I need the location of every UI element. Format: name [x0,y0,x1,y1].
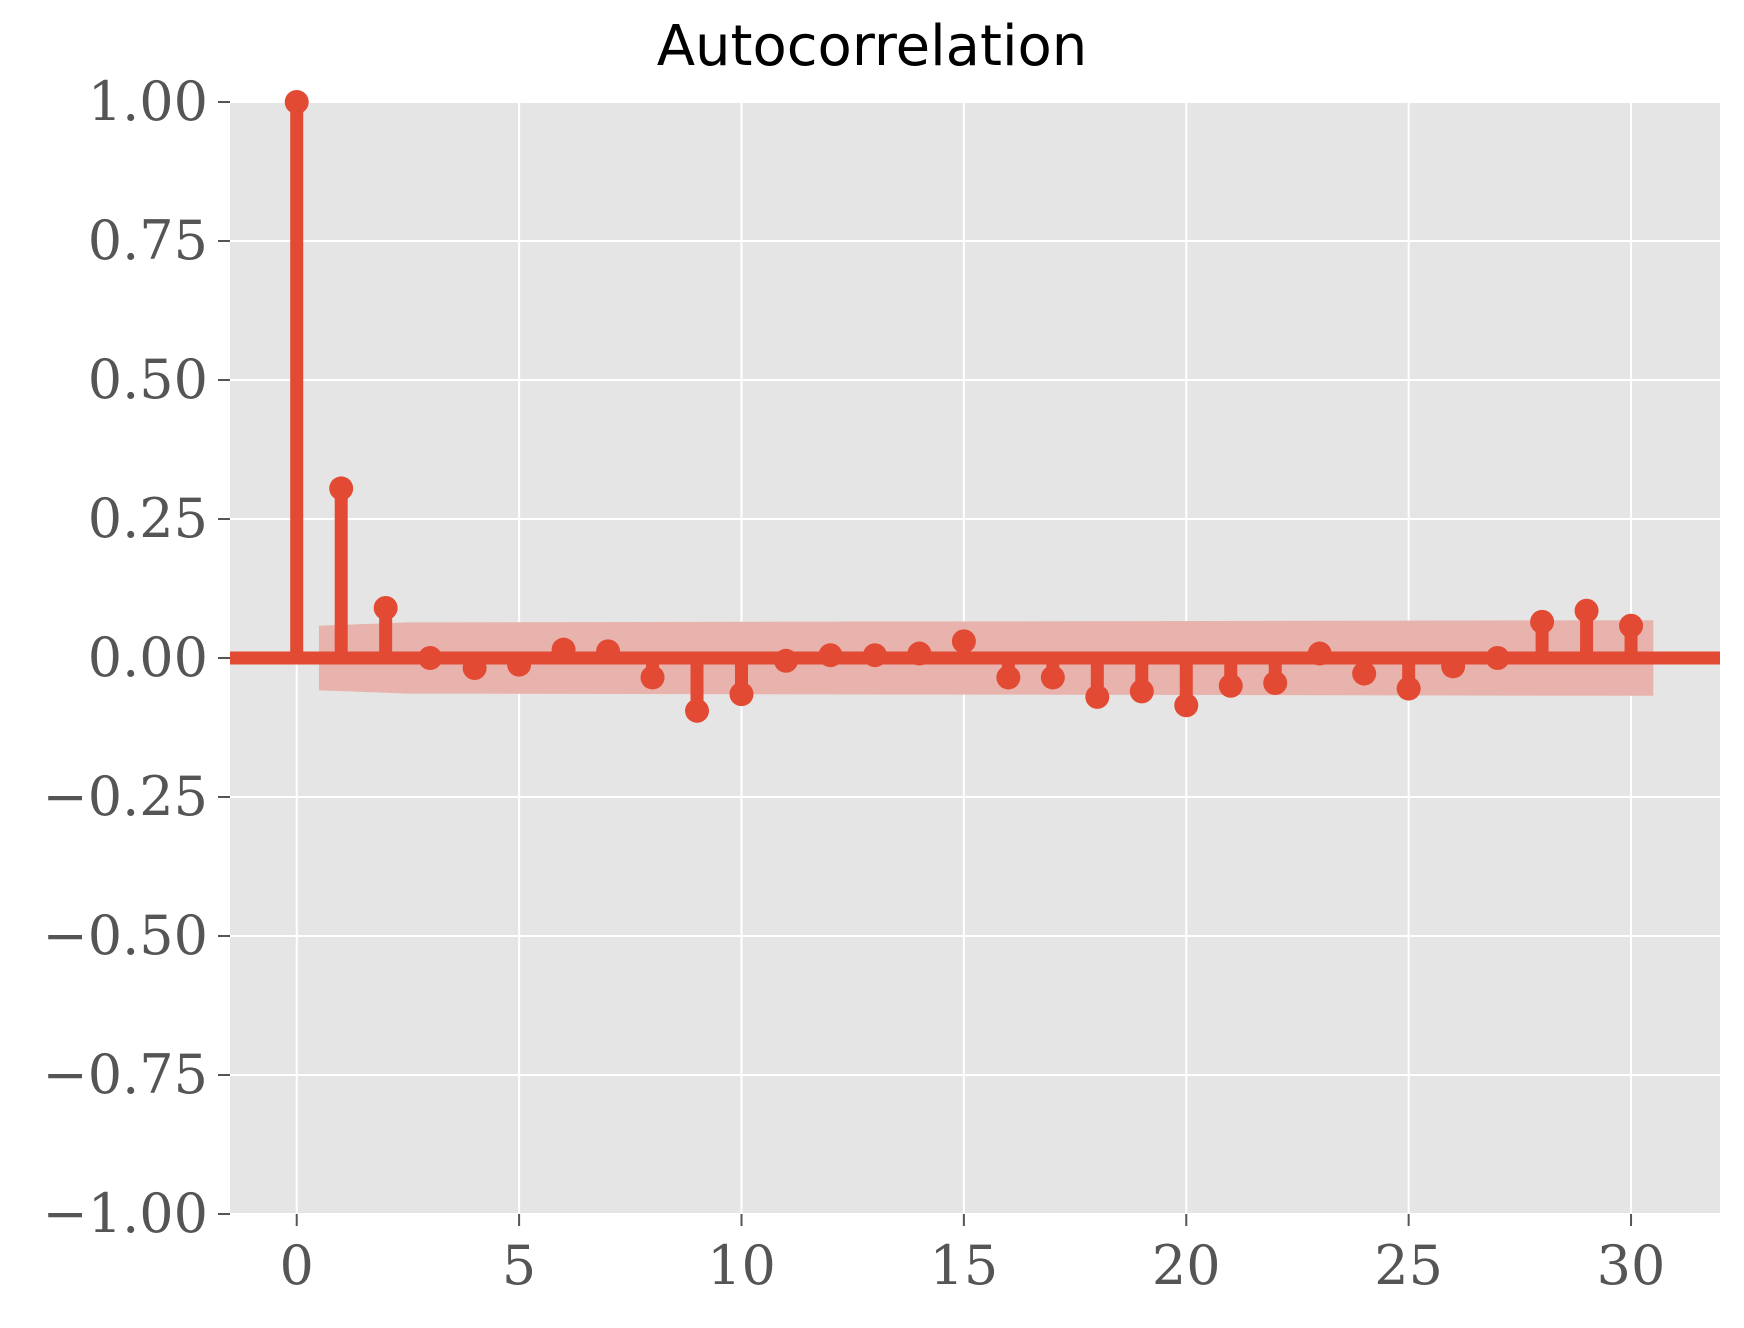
stem-marker [773,648,798,673]
stem-marker [1530,609,1555,634]
stem-marker [1307,641,1332,666]
x-tick-label: 0 [280,1234,314,1297]
x-tick-label: 15 [930,1234,999,1297]
stem-marker [462,656,487,681]
stem-marker [373,595,398,620]
x-tick-label: 20 [1152,1234,1221,1297]
stem-marker [1574,598,1599,623]
stem-marker [1085,684,1110,709]
stem-marker [1396,676,1421,701]
stem-marker [951,629,976,654]
y-tick-label: −0.75 [43,1043,208,1106]
stem-marker [996,665,1021,690]
stem-marker [1352,661,1377,686]
x-tick-label: 25 [1374,1234,1443,1297]
stem-marker [1263,671,1288,696]
stem-marker [1441,654,1466,679]
stem-marker [596,639,621,664]
stem-marker [418,646,443,670]
x-tick-label: 30 [1597,1234,1666,1297]
axes: 1.00 0.75 0.50 0.25 0.00 −0.25 −0.50 −0.75 −1.00… [43,70,1666,1297]
stem-marker [640,665,665,690]
stem-marker [907,641,932,666]
y-tick-label: −1.00 [43,1182,208,1245]
x-tick-label: 10 [707,1234,776,1297]
stem-marker [284,90,309,114]
stem-marker [729,682,754,707]
x-tick-label: 5 [502,1234,536,1297]
y-tick-label: 0.50 [88,348,208,411]
stem-marker [507,652,532,677]
stem-marker [1619,613,1644,638]
stem-marker [1218,673,1243,698]
stem-marker [818,643,843,668]
y-tick-label: 0.00 [88,626,208,689]
chart-title: Autocorrelation [656,14,1088,79]
stems [230,90,1720,723]
stem-marker [685,698,710,723]
y-tick-label: 0.75 [88,209,208,272]
stem-marker [551,637,576,662]
y-tick-label: 1.00 [88,70,208,133]
stem-marker [1129,679,1154,704]
stem-marker [1485,646,1510,670]
y-tick-label: −0.50 [43,904,208,967]
y-tick-label: −0.25 [43,765,208,828]
stem-marker [329,476,354,501]
y-tick-label: 0.25 [88,487,208,550]
stem-marker [1174,693,1199,718]
stem-marker [862,643,887,668]
stem-marker [1040,665,1065,690]
